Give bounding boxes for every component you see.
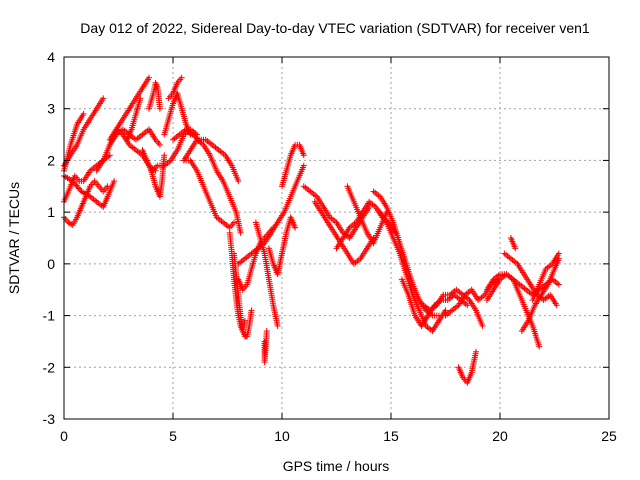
data-point-trace-x	[292, 224, 299, 231]
data-point-trace-w	[263, 328, 270, 335]
data-point-trace-ak	[536, 343, 543, 350]
data-point-trace-u	[300, 162, 307, 169]
data-points	[61, 74, 562, 386]
data-point-trace-n	[178, 74, 185, 81]
data-point-trace-s	[248, 307, 255, 314]
data-point-trace-k	[156, 105, 163, 112]
data-point-trace-e	[111, 178, 118, 185]
data-point-trace-a	[100, 95, 107, 102]
data-point-trace-ai	[473, 348, 480, 355]
data-point-trace-y	[300, 152, 307, 159]
data-point-trace-af	[464, 302, 471, 309]
data-point-trace-p	[237, 229, 244, 236]
data-point-trace-d	[104, 183, 111, 190]
data-point-trace-v	[274, 322, 281, 329]
data-point-trace-g	[146, 74, 153, 81]
data-point-trace-c	[106, 152, 113, 159]
chart-title: Day 012 of 2022, Sidereal Day-to-day VTE…	[80, 20, 590, 36]
data-point-trace-r	[241, 317, 248, 324]
data-point-trace-o	[235, 178, 242, 185]
data-point-trace-q	[231, 219, 238, 226]
data-point-trace-e	[77, 186, 84, 193]
data-point-trace-h	[156, 141, 163, 148]
data-point-trace-d	[68, 221, 75, 228]
data-point-trace-aj	[555, 281, 562, 288]
data-point-trace-j	[161, 152, 168, 159]
data-point-trace-ag	[479, 322, 486, 329]
grid-lines	[64, 57, 609, 419]
data-point-trace-ae	[442, 307, 449, 314]
data-point-trace-b	[80, 110, 87, 117]
data-point-trace-i	[137, 95, 144, 102]
